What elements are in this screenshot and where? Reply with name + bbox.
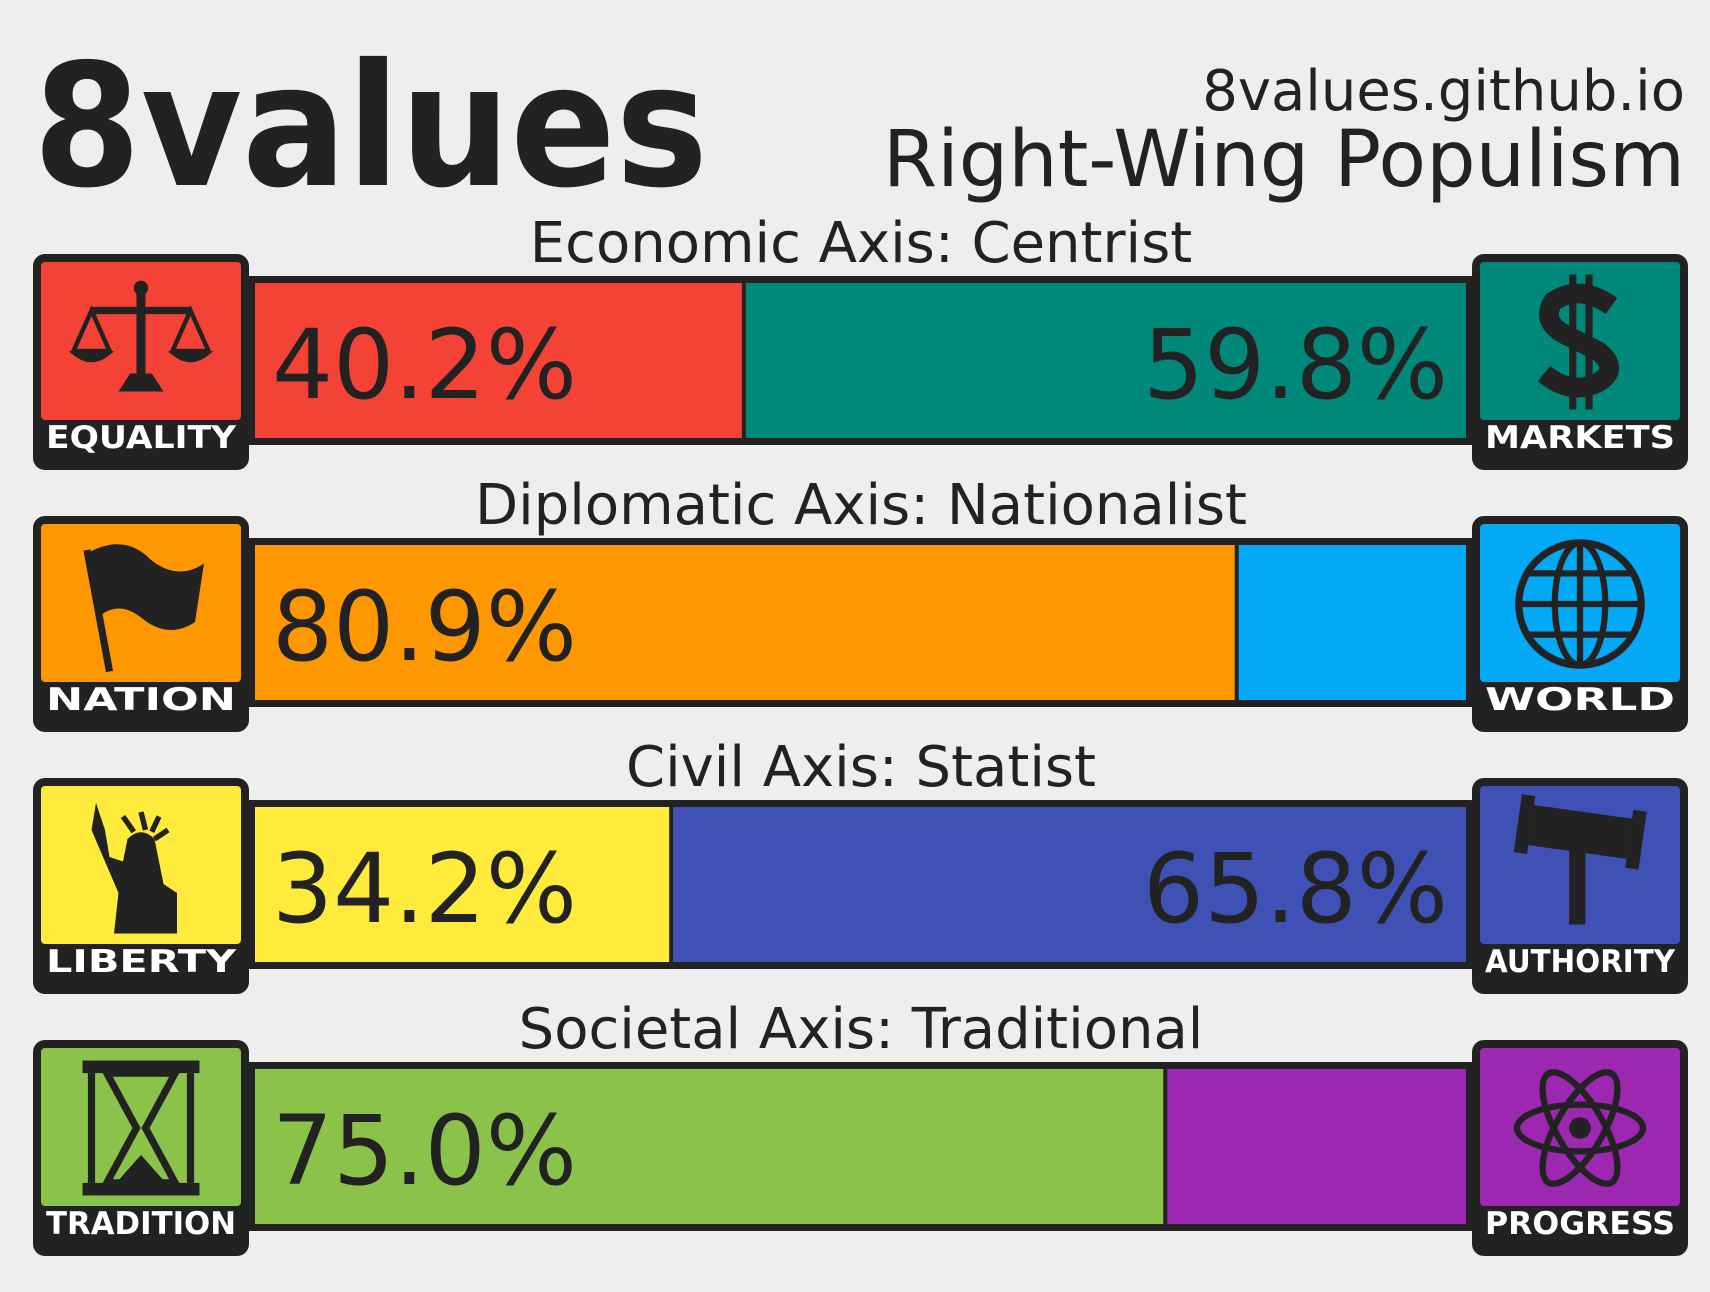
axis-title: Civil Axis: Statist xyxy=(626,735,1096,800)
icon-part xyxy=(1513,794,1536,855)
bar-segment xyxy=(745,283,1466,438)
bar-segment xyxy=(1167,1069,1466,1224)
bar-segment xyxy=(255,545,1235,700)
legend-label: NATION xyxy=(46,682,236,718)
icon xyxy=(1513,794,1647,925)
icon xyxy=(1515,539,1645,669)
value-label: 75.0% xyxy=(272,1095,577,1207)
icon-part xyxy=(118,1155,164,1181)
legend-label: LIBERTY xyxy=(46,944,237,980)
icon xyxy=(83,544,204,673)
value-label: 65.8% xyxy=(1143,833,1448,945)
icon-part xyxy=(1513,1101,1647,1155)
icon xyxy=(91,803,177,934)
value-label: 34.2% xyxy=(272,833,577,945)
icon xyxy=(1537,274,1620,410)
icon-part xyxy=(1569,848,1586,925)
icon-part xyxy=(69,351,213,392)
legend-label: MARKETS xyxy=(1485,420,1675,456)
legend-label: EQUALITY xyxy=(46,420,237,456)
ideology: Right-Wing Populism xyxy=(883,115,1685,205)
legend-label: TRADITION xyxy=(46,1206,236,1242)
icon-part xyxy=(1569,1117,1591,1139)
icon xyxy=(1513,1069,1647,1187)
icon-part xyxy=(1528,805,1633,859)
bar-segment xyxy=(1238,545,1466,700)
icon-part xyxy=(1625,809,1647,870)
icon xyxy=(69,280,213,392)
site-url: 8values.github.io xyxy=(1202,59,1685,124)
icon-part xyxy=(87,1073,195,1183)
icon-part xyxy=(1518,570,1642,638)
icon-part xyxy=(100,1069,182,1187)
icon-part xyxy=(1539,1069,1621,1187)
value-label: 59.8% xyxy=(1143,309,1448,421)
bar-segment xyxy=(255,807,670,962)
legend-label: AUTHORITY xyxy=(1485,944,1676,980)
bar-segment xyxy=(255,283,742,438)
bar-segment xyxy=(673,807,1466,962)
value-label: 80.9% xyxy=(272,571,577,683)
bar-segment xyxy=(255,1069,1164,1224)
icon-part xyxy=(1539,1069,1621,1187)
axis-title: Societal Axis: Traditional xyxy=(519,997,1204,1062)
app-title: 8values xyxy=(33,28,708,226)
axis-title: Economic Axis: Centrist xyxy=(530,211,1192,276)
icon xyxy=(82,1060,200,1196)
icon-part xyxy=(120,811,170,842)
axis-title: Diplomatic Axis: Nationalist xyxy=(475,473,1247,538)
icon-part xyxy=(133,280,149,296)
legend-label: PROGRESS xyxy=(1485,1206,1675,1242)
icon-part xyxy=(91,803,177,934)
icon-part xyxy=(85,544,204,630)
value-label: 40.2% xyxy=(272,309,577,421)
legend-label: WORLD xyxy=(1485,682,1675,718)
